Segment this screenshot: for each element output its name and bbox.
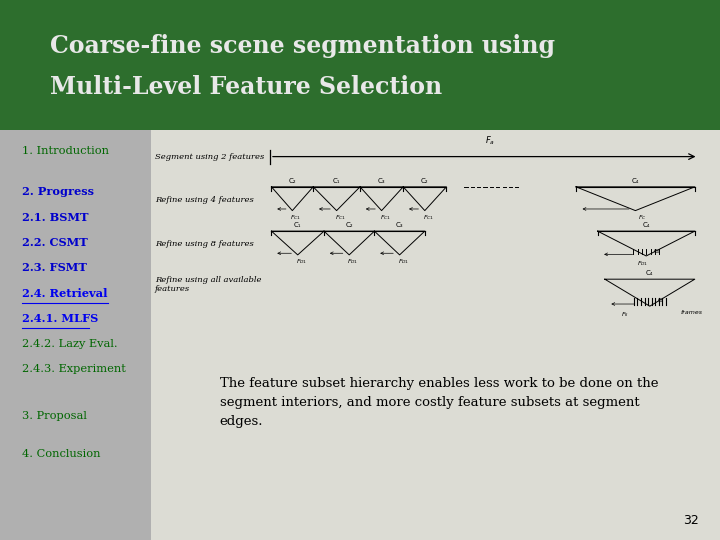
Text: C₄: C₄ bbox=[654, 249, 660, 254]
Text: 2.4. Retrieval: 2.4. Retrieval bbox=[22, 288, 107, 299]
Text: Coarse-fine scene segmentation using: Coarse-fine scene segmentation using bbox=[50, 34, 555, 58]
Text: $F_{C1}$: $F_{C1}$ bbox=[335, 213, 346, 221]
Text: C₄: C₄ bbox=[642, 222, 650, 228]
Text: 2.3. FSMT: 2.3. FSMT bbox=[22, 262, 86, 273]
Text: C₂: C₂ bbox=[346, 222, 353, 228]
Text: $F_a$: $F_a$ bbox=[485, 134, 495, 147]
Bar bbox=[0, 130, 151, 540]
Text: $F_{C1}$: $F_{C1}$ bbox=[423, 213, 434, 221]
Text: Refine using 8 features: Refine using 8 features bbox=[155, 240, 253, 248]
Text: 2.4.2. Lazy Eval.: 2.4.2. Lazy Eval. bbox=[22, 339, 117, 349]
Text: C₄: C₄ bbox=[631, 178, 639, 184]
Text: $F_{C1}$: $F_{C1}$ bbox=[290, 213, 302, 221]
Text: C₄: C₄ bbox=[646, 270, 654, 276]
Bar bbox=[0, 0, 720, 130]
Text: C₄: C₄ bbox=[657, 299, 664, 303]
Text: C₂: C₂ bbox=[421, 178, 428, 184]
Text: C₂: C₂ bbox=[289, 178, 296, 184]
Text: $F_{D1}$: $F_{D1}$ bbox=[637, 259, 648, 268]
Text: 2.1. BSMT: 2.1. BSMT bbox=[22, 212, 88, 222]
Text: $F_{D1}$: $F_{D1}$ bbox=[397, 257, 409, 266]
Text: C₁: C₁ bbox=[333, 178, 341, 184]
Text: $F_{D1}$: $F_{D1}$ bbox=[347, 257, 359, 266]
Text: $F_C$: $F_C$ bbox=[638, 213, 647, 221]
Text: Multi-Level Feature Selection: Multi-Level Feature Selection bbox=[50, 76, 443, 99]
Bar bbox=[151, 130, 720, 540]
Text: 32: 32 bbox=[683, 514, 698, 526]
Text: The feature subset hierarchy enables less work to be done on the
segment interio: The feature subset hierarchy enables les… bbox=[220, 377, 658, 428]
Text: 3. Proposal: 3. Proposal bbox=[22, 411, 86, 421]
Text: Refine using 4 features: Refine using 4 features bbox=[155, 196, 253, 204]
Text: 4. Conclusion: 4. Conclusion bbox=[22, 449, 100, 458]
Text: Refine using all available
features: Refine using all available features bbox=[155, 276, 261, 293]
Text: frames: frames bbox=[680, 310, 702, 315]
Text: $F_{D1}$: $F_{D1}$ bbox=[296, 257, 307, 266]
Text: 2. Progress: 2. Progress bbox=[22, 186, 94, 197]
Text: C₃: C₃ bbox=[378, 178, 385, 184]
Text: C₃: C₃ bbox=[396, 222, 403, 228]
Text: C₁: C₁ bbox=[294, 222, 302, 228]
Text: Segment using 2 features: Segment using 2 features bbox=[155, 153, 264, 160]
Text: 2.2. CSMT: 2.2. CSMT bbox=[22, 237, 87, 248]
Text: $F_{II}$: $F_{II}$ bbox=[621, 310, 629, 319]
Text: 2.4.3. Experiment: 2.4.3. Experiment bbox=[22, 364, 125, 374]
Text: $F_{C1}$: $F_{C1}$ bbox=[379, 213, 391, 221]
Text: 2.4.1. MLFS: 2.4.1. MLFS bbox=[22, 313, 98, 324]
Text: 1. Introduction: 1. Introduction bbox=[22, 146, 109, 156]
